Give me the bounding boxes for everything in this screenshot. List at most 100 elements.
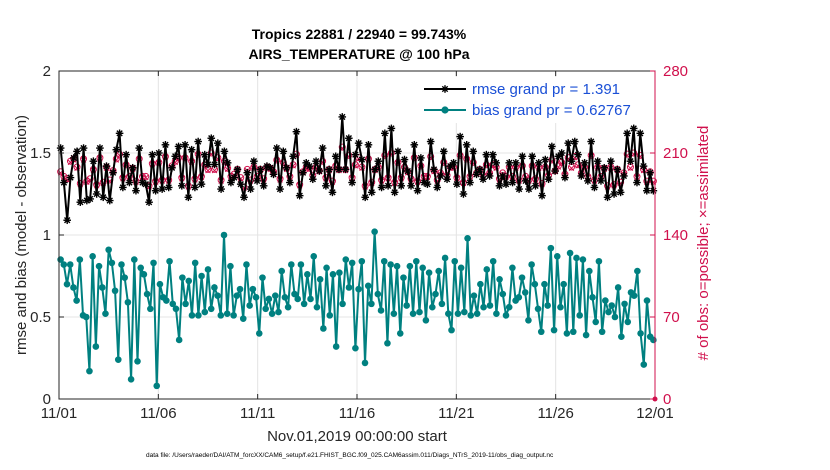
bias-point xyxy=(230,312,237,319)
rmse-point xyxy=(577,172,586,180)
bias-point xyxy=(297,261,305,268)
rmse-point xyxy=(174,142,183,151)
rmse-point xyxy=(557,149,566,157)
bias-point xyxy=(95,262,103,270)
rmse-point xyxy=(112,145,121,154)
bias-point xyxy=(268,310,276,318)
bias-point xyxy=(246,302,253,309)
bias-point xyxy=(467,312,475,319)
rmse-point xyxy=(413,186,422,195)
bias-point xyxy=(169,300,177,308)
y-right-tick-label: 70 xyxy=(663,309,680,326)
bias-point xyxy=(438,300,446,308)
rmse-point xyxy=(207,134,216,143)
rmse-point xyxy=(561,173,569,182)
obs-possible-point xyxy=(649,177,657,185)
rmse-point xyxy=(63,216,71,225)
rmse-point xyxy=(227,178,235,187)
bias-point xyxy=(111,287,119,295)
bias-point xyxy=(496,275,503,283)
bias-point xyxy=(278,267,285,275)
rmse-point xyxy=(410,141,419,149)
rmse-point xyxy=(122,150,130,159)
rmse-point xyxy=(256,165,265,174)
rmse-point xyxy=(217,185,225,193)
bias-point xyxy=(313,303,321,311)
legend-bias-marker xyxy=(441,106,449,114)
bias-point xyxy=(557,303,564,311)
rmse-point xyxy=(315,167,324,175)
x-tick-label: 11/11 xyxy=(240,405,275,422)
y-right-tick-label: 210 xyxy=(663,145,688,162)
bias-point xyxy=(86,367,93,375)
rmse-point xyxy=(187,145,196,154)
y-right-zero-marker xyxy=(652,396,658,402)
bias-point xyxy=(262,305,269,313)
bias-point xyxy=(630,292,638,299)
bias-point xyxy=(207,305,215,313)
chart-title-line1: Tropics 22881 / 22940 = 99.743% xyxy=(252,26,467,42)
obs-possible-point xyxy=(574,161,582,169)
rmse-point xyxy=(269,170,278,179)
legend-rmse-marker xyxy=(441,85,449,93)
bias-point xyxy=(121,274,128,281)
bias-point xyxy=(118,261,125,268)
bias-point xyxy=(156,280,164,288)
bias-point xyxy=(541,280,548,288)
bias-point xyxy=(576,312,583,319)
rmse-point xyxy=(492,159,500,167)
rmse-point xyxy=(610,190,618,198)
rmse-point xyxy=(381,129,389,138)
bias-point xyxy=(211,284,218,291)
bias-point xyxy=(233,292,241,299)
rmse-point xyxy=(525,185,533,193)
bias-point xyxy=(220,231,228,239)
rmse-point xyxy=(145,198,153,206)
bias-point xyxy=(342,256,350,263)
y-right-tick-labels: 0 70 140 210 280 xyxy=(663,63,688,408)
bias-point xyxy=(358,257,366,265)
rmse-point xyxy=(613,165,622,174)
bias-point xyxy=(457,264,465,272)
x-tick-labels: 11/01 11/06 11/11 11/16 11/21 11/26 12/01 xyxy=(41,405,674,422)
rmse-line xyxy=(59,116,655,221)
bias-point xyxy=(605,308,612,316)
rmse-point xyxy=(341,165,350,174)
rmse-point xyxy=(400,155,409,164)
rmse-point xyxy=(259,182,268,190)
y-right-tick-label: 0 xyxy=(663,391,671,408)
bias-point xyxy=(217,312,225,319)
obs-possible-point xyxy=(345,151,353,159)
bias-point xyxy=(204,266,212,273)
bias-point xyxy=(185,277,193,285)
rmse-point xyxy=(462,141,471,149)
rmse-point xyxy=(253,177,261,185)
bias-point xyxy=(163,297,170,304)
bias-point xyxy=(227,262,234,270)
rmse-point xyxy=(79,144,88,152)
bias-point xyxy=(108,259,116,267)
bias-point xyxy=(608,302,616,309)
rmse-point xyxy=(351,150,360,159)
bias-point xyxy=(214,292,221,299)
rmse-point xyxy=(184,193,193,202)
rmse-point xyxy=(469,147,478,156)
rmse-point xyxy=(276,185,284,193)
rmse-point xyxy=(158,185,166,193)
bias-point xyxy=(288,261,295,268)
rmse-point xyxy=(99,193,108,202)
rmse-point xyxy=(633,178,641,187)
bias-point xyxy=(281,294,289,301)
rmse-point xyxy=(115,129,124,138)
bias-point xyxy=(416,308,423,316)
bias-point xyxy=(147,305,154,313)
bias-point xyxy=(172,305,180,313)
rmse-point xyxy=(544,175,553,184)
bias-point xyxy=(255,330,263,337)
bias-point xyxy=(598,328,606,336)
obs-assimilated-point xyxy=(568,165,575,171)
rmse-point xyxy=(426,137,435,146)
rmse-point xyxy=(512,159,520,167)
bias-point xyxy=(412,257,420,265)
bias-point xyxy=(448,326,455,334)
